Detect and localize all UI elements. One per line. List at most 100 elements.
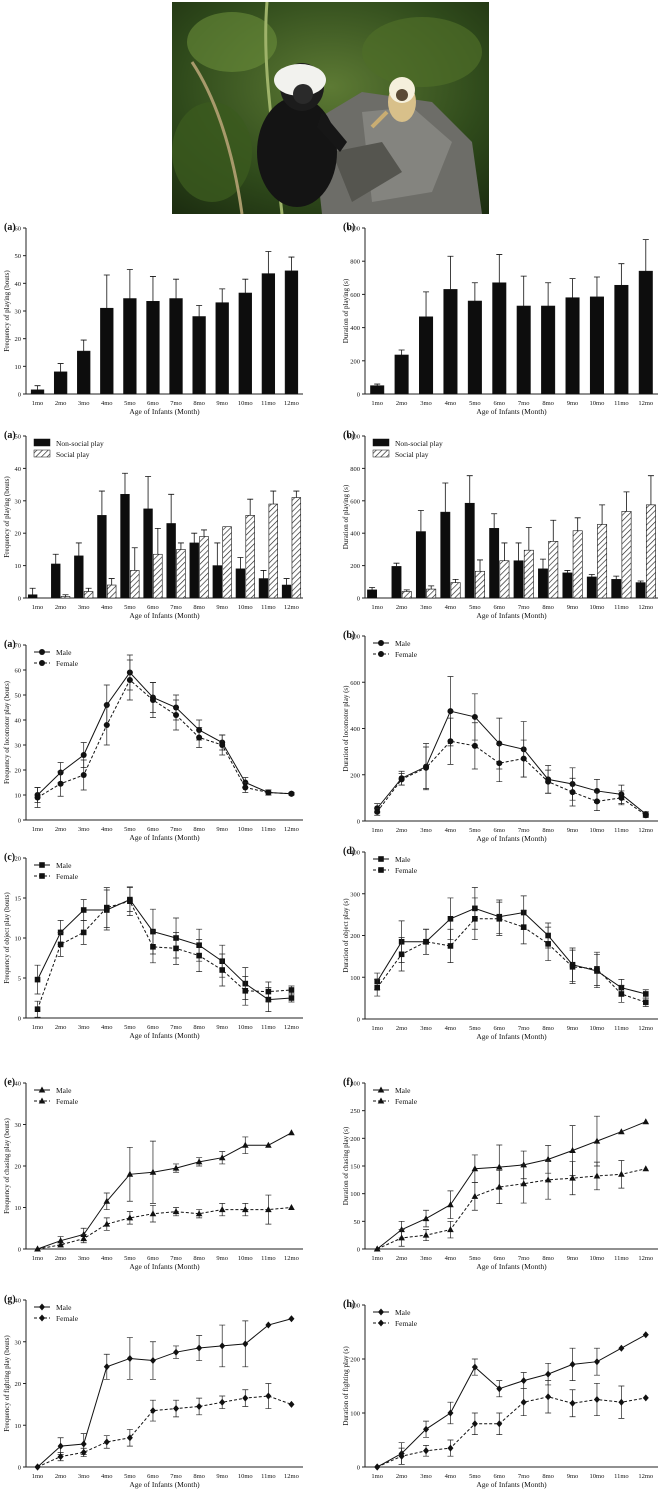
x-tick-label: 5mo bbox=[124, 1255, 136, 1262]
point-male bbox=[496, 1385, 503, 1393]
legend-marker bbox=[378, 867, 384, 873]
error-bar bbox=[637, 580, 644, 583]
bar-play bbox=[53, 371, 68, 395]
legend-swatch bbox=[33, 449, 51, 458]
legend-marker bbox=[38, 1086, 46, 1093]
point-male bbox=[288, 995, 295, 1001]
bar-play bbox=[565, 297, 580, 395]
x-axis-title: Age of Infants (Month) bbox=[476, 1262, 547, 1271]
point-female bbox=[593, 798, 600, 805]
bar-non-social-play bbox=[120, 494, 130, 599]
y-tick-label: 20 bbox=[15, 531, 22, 538]
y-axis-title: Frequency of chasing play (bouts) bbox=[3, 1118, 11, 1214]
legend-label: Male bbox=[395, 1086, 411, 1095]
bar-social-play bbox=[153, 553, 163, 599]
bar-social-play bbox=[291, 497, 302, 599]
x-tick-label: 7mo bbox=[170, 1255, 182, 1262]
x-tick-label: 3mo bbox=[78, 1255, 90, 1262]
legend-label: Non-social play bbox=[395, 439, 443, 448]
error-bar bbox=[477, 559, 484, 572]
legend-label: Female bbox=[56, 1097, 79, 1106]
point-female bbox=[618, 991, 625, 997]
x-tick-label: 9mo bbox=[216, 1255, 228, 1262]
point-female bbox=[288, 1400, 295, 1408]
x-tick-label: 6mo bbox=[147, 1255, 159, 1262]
legend-marker bbox=[378, 856, 384, 862]
bar-play bbox=[419, 316, 434, 395]
bar-non-social-play bbox=[391, 566, 402, 599]
bar-social-play bbox=[548, 540, 559, 599]
chart-fight_d: 0 100 200 300 1mo 2mo 3mo 4mo 5mo 6mo 7mo 8mo 9mo 10m… bbox=[342, 1299, 658, 1489]
bar-social-play bbox=[475, 570, 485, 599]
x-tick-label: 4mo bbox=[101, 1473, 113, 1480]
point-female bbox=[103, 722, 110, 728]
error-bar bbox=[398, 349, 405, 355]
bar-non-social-play bbox=[440, 511, 451, 599]
x-tick-label: 12mo bbox=[638, 1255, 653, 1262]
error-bar bbox=[515, 542, 522, 561]
panel-label: (b) bbox=[343, 630, 355, 641]
bar-social-play bbox=[83, 591, 94, 599]
x-tick-label: 3mo bbox=[420, 1255, 432, 1262]
point-female bbox=[196, 1402, 203, 1410]
error-bar bbox=[293, 490, 300, 498]
legend-label: Female bbox=[395, 650, 418, 659]
point-male bbox=[57, 1237, 64, 1244]
x-tick-label: 10mo bbox=[238, 400, 253, 407]
axes bbox=[364, 436, 658, 599]
error-bar bbox=[471, 282, 478, 302]
bar-non-social-play bbox=[212, 565, 223, 599]
x-tick-label: 7mo bbox=[170, 1024, 182, 1031]
x-tick-label: 11mo bbox=[614, 400, 629, 407]
x-tick-label: 2mo bbox=[396, 827, 408, 834]
bar-play bbox=[638, 270, 653, 395]
legend-marker bbox=[378, 640, 384, 646]
x-tick-label: 2mo bbox=[55, 1255, 67, 1262]
error-bar bbox=[103, 274, 110, 309]
x-tick-label: 1mo bbox=[32, 604, 44, 611]
error-bar bbox=[374, 383, 381, 386]
x-tick-label: 12mo bbox=[284, 826, 299, 833]
x-tick-label: 9mo bbox=[567, 1473, 579, 1480]
legend-marker bbox=[39, 649, 45, 655]
y-tick-label: 0 bbox=[18, 392, 21, 399]
point-female bbox=[569, 1174, 576, 1181]
point-male bbox=[423, 1425, 430, 1433]
y-axis-title: Duration of object play (s) bbox=[342, 898, 350, 973]
x-tick-label: 3mo bbox=[420, 604, 432, 611]
point-female bbox=[593, 1172, 601, 1179]
point-female bbox=[642, 1394, 649, 1402]
point-female bbox=[242, 1394, 249, 1402]
x-tick-label: 7mo bbox=[518, 400, 530, 407]
bar-play bbox=[443, 289, 458, 395]
error-bar bbox=[525, 527, 532, 551]
bar-play bbox=[467, 300, 482, 395]
y-tick-label: 20 bbox=[15, 1381, 22, 1388]
legend-swatch bbox=[372, 438, 390, 447]
bar-play bbox=[614, 284, 629, 395]
chart-b1: 0 200 400 600 800 1000 1mo 2mo 3mo 4mo 5mo 6mo 7mo 8m… bbox=[342, 222, 658, 416]
legend-label: Female bbox=[395, 1097, 418, 1106]
x-tick-label: 7mo bbox=[170, 826, 182, 833]
y-tick-label: 0 bbox=[357, 1017, 360, 1024]
x-tick-label: 8mo bbox=[193, 1473, 205, 1480]
bar-play bbox=[589, 296, 604, 395]
point-female bbox=[80, 772, 87, 778]
line-male bbox=[37, 1132, 292, 1250]
error-bar bbox=[57, 363, 64, 372]
error-bar bbox=[466, 475, 473, 504]
y-tick-label: 800 bbox=[350, 259, 360, 266]
point-male bbox=[80, 1440, 87, 1448]
legend-label: Male bbox=[56, 1303, 72, 1312]
x-tick-label: 9mo bbox=[216, 1473, 228, 1480]
error-bar bbox=[564, 570, 571, 573]
point-male bbox=[447, 1201, 454, 1208]
bar-non-social-play bbox=[562, 572, 573, 599]
y-axis-title: Frequency of playing (bouts) bbox=[3, 270, 11, 352]
point-female bbox=[57, 1241, 64, 1248]
y-tick-label: 600 bbox=[350, 680, 360, 687]
x-tick-label: 11mo bbox=[614, 827, 629, 834]
x-tick-label: 3mo bbox=[78, 1024, 90, 1031]
legend-marker bbox=[39, 660, 45, 666]
point-male bbox=[447, 916, 454, 922]
